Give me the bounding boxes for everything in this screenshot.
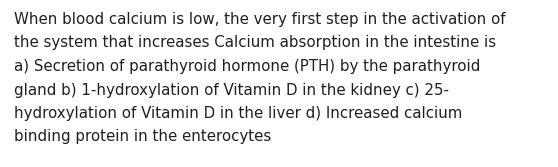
Text: hydroxylation of Vitamin D in the liver d) Increased calcium: hydroxylation of Vitamin D in the liver … bbox=[14, 106, 463, 121]
Text: When blood calcium is low, the very first step in the activation of: When blood calcium is low, the very firs… bbox=[14, 12, 506, 27]
Text: a) Secretion of parathyroid hormone (PTH) by the parathyroid: a) Secretion of parathyroid hormone (PTH… bbox=[14, 59, 480, 74]
Text: gland b) 1-hydroxylation of Vitamin D in the kidney c) 25-: gland b) 1-hydroxylation of Vitamin D in… bbox=[14, 82, 449, 98]
Text: the system that increases Calcium absorption in the intestine is: the system that increases Calcium absorp… bbox=[14, 36, 496, 50]
Text: binding protein in the enterocytes: binding protein in the enterocytes bbox=[14, 129, 271, 144]
